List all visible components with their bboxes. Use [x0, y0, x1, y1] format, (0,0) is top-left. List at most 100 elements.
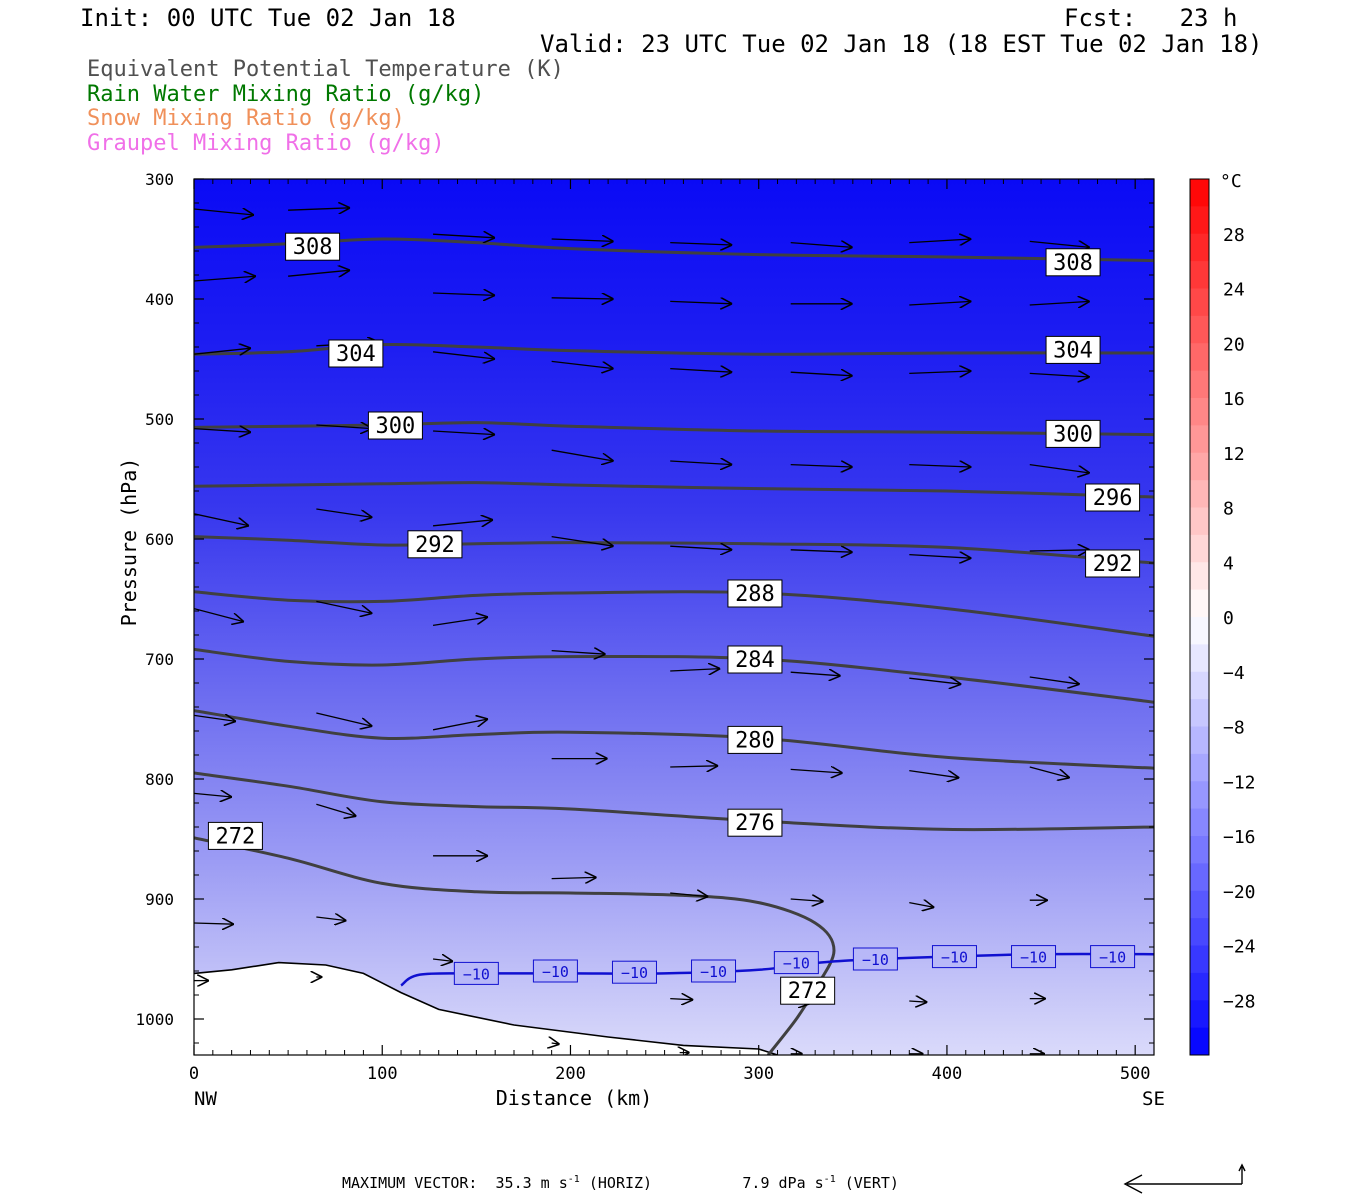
theta-e-label-box — [1085, 483, 1141, 512]
colorbar-bin — [1190, 425, 1209, 454]
isotherm-label-box — [1011, 945, 1057, 969]
theta-e-contour-276 — [194, 771, 1154, 832]
theta-e-label-box — [328, 339, 384, 368]
theta-e-label-box — [780, 976, 836, 1005]
isotherm-label-box — [773, 951, 819, 975]
colorbar-bin — [1190, 890, 1209, 919]
isotherm-label: −10 — [611, 960, 657, 984]
theta-e-label-text: 304 — [1053, 338, 1093, 363]
wind-vector — [909, 301, 971, 305]
colorbar-tick-label: 16 — [1223, 389, 1245, 410]
isotherm-label-box — [852, 947, 898, 971]
x-end-label-se: SE — [1142, 1088, 1165, 1110]
colorbar-bin — [1190, 398, 1209, 426]
legend-rain-water: Rain Water Mixing Ratio (g/kg) — [87, 82, 485, 107]
vert-exponent: -1 — [823, 1174, 836, 1185]
wind-vector — [316, 803, 356, 816]
colorbar-bin — [1190, 972, 1209, 1001]
isotherm-label: −10 — [532, 959, 578, 983]
legend-graupel: Graupel Mixing Ratio (g/kg) — [87, 131, 445, 156]
isotherm-label-text: −10 — [941, 949, 968, 967]
colorbar-bin — [1190, 261, 1209, 289]
theta-e-contour-292 — [194, 535, 1154, 565]
colorbar-bin — [1190, 726, 1209, 755]
isotherm-label-text: −10 — [783, 955, 810, 973]
wind-vector — [551, 877, 597, 878]
y-tick-label: 700 — [145, 650, 174, 669]
colorbar-tick-label: 0 — [1223, 608, 1234, 629]
theta-e-label-300: 300 — [1045, 419, 1101, 448]
x-tick-label: 300 — [743, 1064, 774, 1084]
horiz-value: 35.3 m s — [495, 1174, 568, 1192]
x-end-label-nw: NW — [194, 1088, 217, 1110]
colorbar-bin — [1190, 863, 1209, 892]
isotherm-label: −10 — [691, 959, 737, 983]
temperature-shading — [194, 179, 1154, 1055]
wind-vector — [790, 899, 824, 901]
wind-vector — [433, 293, 495, 295]
theta-e-label-text: 304 — [336, 342, 376, 367]
theta-e-contour-304 — [194, 342, 1154, 356]
theta-e-label-304: 304 — [328, 339, 384, 368]
wind-vector — [432, 959, 453, 961]
forecast-hour-label: Fcst: 23 h — [1064, 4, 1238, 32]
legend-theta-e: Equivalent Potential Temperature (K) — [87, 57, 564, 82]
wind-vector — [194, 607, 244, 622]
x-tick-label: 0 — [189, 1064, 199, 1084]
horiz-unit: (HORIZ) — [588, 1174, 653, 1192]
isotherm-label-box — [931, 945, 977, 969]
wind-vector — [194, 348, 251, 354]
y-tick-label: 800 — [145, 770, 174, 789]
isotherm-label: −10 — [1011, 945, 1057, 969]
theta-e-label-box — [367, 411, 423, 440]
wind-vector — [551, 651, 606, 655]
colorbar-bin — [1190, 1027, 1209, 1056]
wind-vector — [909, 371, 971, 373]
colorbar-bin — [1190, 179, 1209, 207]
isotherm-label-box — [1090, 945, 1136, 969]
max-vector-label: MAXIMUM VECTOR: — [342, 1174, 478, 1192]
wind-vector — [790, 465, 853, 467]
y-axis-title: Pressure (hPa) — [117, 458, 141, 627]
colorbar-tick-label: 24 — [1223, 280, 1245, 301]
plot-area: 308 308 304 304 300 300 296 292 292 288 284 280 276 2… — [193, 178, 1155, 1056]
theta-e-label-text: 284 — [735, 648, 775, 673]
isotherm-label: −10 — [453, 961, 499, 985]
wind-vector — [1029, 241, 1090, 247]
wind-vector — [551, 360, 614, 368]
colorbar-bin — [1190, 534, 1209, 563]
theta-e-contour-284 — [194, 647, 1154, 704]
colorbar-bin — [1190, 343, 1209, 372]
colorbar-bin — [1190, 836, 1209, 864]
wind-vector — [194, 923, 234, 924]
wind-vector — [790, 550, 853, 552]
theta-e-label-272: 272 — [780, 976, 836, 1005]
wind-vector — [790, 769, 843, 773]
isotherm-label-text: −10 — [700, 963, 727, 981]
wind-vector — [194, 429, 251, 433]
colorbar-bin — [1190, 617, 1209, 645]
colorbar-bin — [1190, 808, 1209, 837]
wind-vector — [790, 372, 853, 376]
colorbar-bin — [1190, 753, 1209, 782]
wind-vector — [909, 465, 971, 467]
theta-e-contour-300 — [194, 421, 1154, 437]
theta-e-contour-296 — [194, 481, 1154, 499]
theta-e-label-292: 292 — [407, 530, 463, 559]
isotherm-label-text: −10 — [621, 964, 648, 982]
theta-e-label-text: 308 — [293, 235, 333, 260]
wind-vector — [194, 209, 254, 215]
colorbar-tick-label: 4 — [1223, 553, 1234, 574]
theta-e-label-308: 308 — [285, 232, 341, 261]
wind-vector — [551, 239, 614, 241]
colorbar-bin — [1190, 206, 1209, 235]
wind-vector — [316, 425, 372, 429]
colorbar-tick-label: −4 — [1223, 663, 1245, 684]
wind-vector — [551, 298, 614, 299]
colorbar-bin — [1190, 1000, 1209, 1029]
theta-e-label-text: 308 — [1053, 251, 1093, 276]
colorbar-tick-label: 8 — [1223, 499, 1234, 520]
max-vector-arrow-icon — [1123, 1163, 1246, 1194]
theta-e-label-text: 276 — [735, 811, 775, 836]
